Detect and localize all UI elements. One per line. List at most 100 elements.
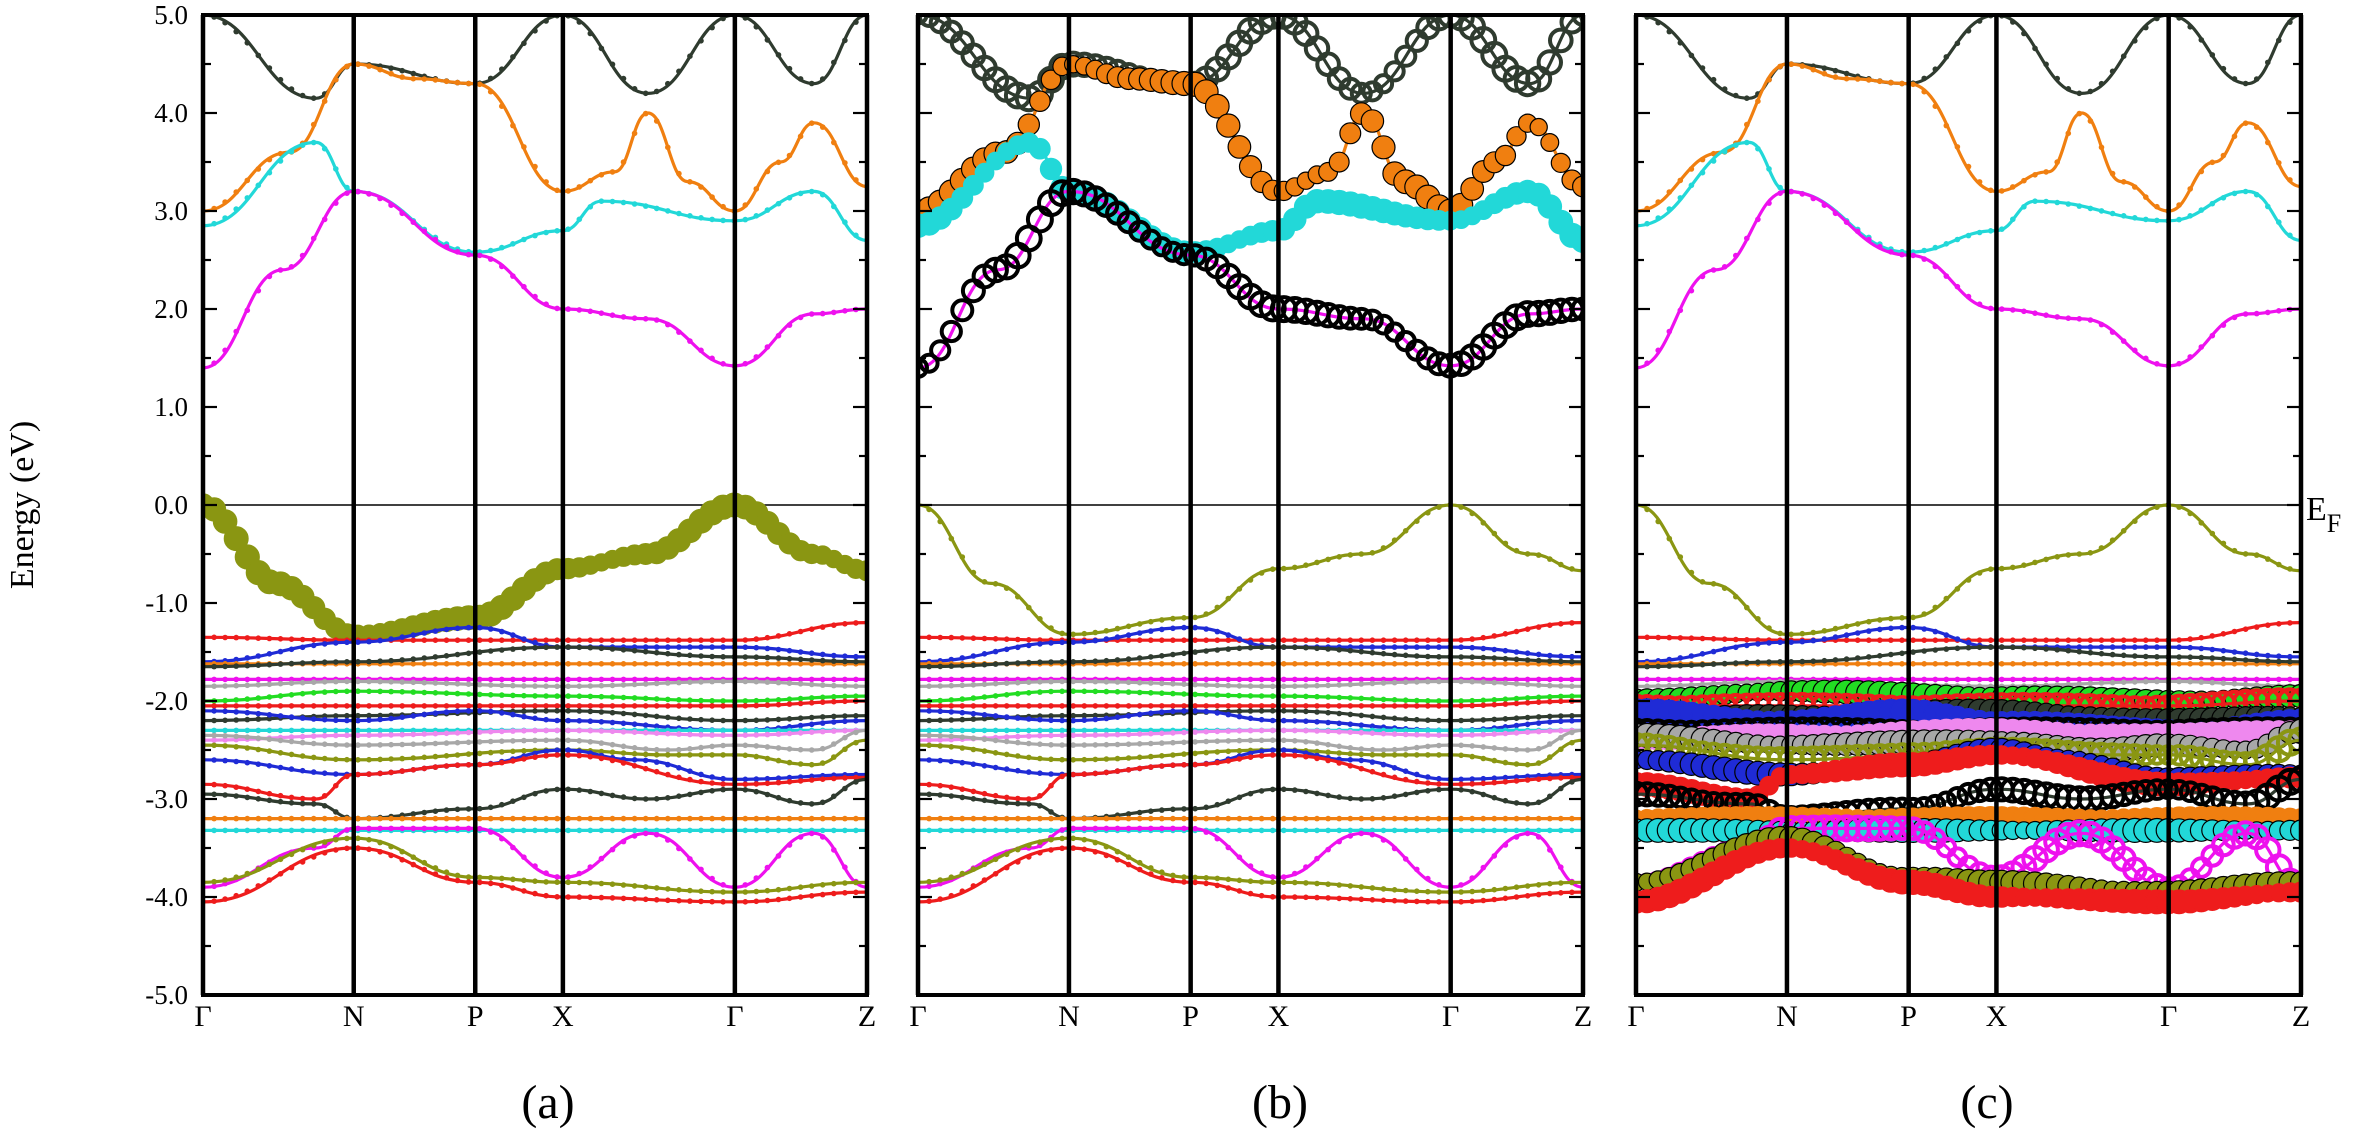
band-marker [543,301,549,308]
band-marker [620,720,627,727]
band-marker [1369,723,1376,729]
band-marker [255,827,262,834]
band-marker [233,717,239,723]
band-marker [1103,843,1110,850]
band-marker [1394,44,1418,68]
band-marker [853,774,859,781]
band-marker [1380,703,1387,709]
band-marker [587,739,594,745]
band-marker [410,70,417,77]
band-marker [1314,827,1320,834]
band-marker [565,879,571,886]
band-marker [1303,753,1309,760]
band-marker [981,681,988,688]
band-marker [1380,827,1387,834]
band-marker [1469,788,1475,795]
band-marker [299,92,306,99]
band-marker [1258,644,1265,651]
band-marker [631,711,638,718]
band-marker [543,879,549,885]
band-marker [1181,751,1187,757]
band-marker [753,732,760,738]
band-marker [1888,625,1894,632]
band-marker [554,305,560,312]
band-marker [1821,70,1828,77]
band-marker [1558,561,1564,568]
band-marker [487,661,494,667]
band-marker [1710,636,1717,642]
band-marker [642,896,649,903]
band-panel-2: Γ N P X Γ Z(b) [909,13,1592,1129]
band-marker [1092,703,1099,709]
band-marker [808,188,815,195]
band-marker [1513,730,1520,736]
band-marker [1733,636,1739,643]
band-marker [665,827,671,834]
band-marker [1391,731,1398,737]
band-marker [981,694,988,700]
band-marker [698,644,704,650]
band-marker [499,835,505,842]
band-marker [2198,645,2205,652]
band-marker [355,659,361,665]
band-marker [2187,24,2193,30]
band-marker [310,659,317,666]
band-marker [1402,776,1409,783]
band-marker [642,830,649,837]
band-marker [1710,267,1717,273]
band-marker [1535,760,1542,766]
band-marker [532,863,538,869]
band-marker [1081,846,1088,853]
band-marker [653,759,660,765]
band-marker [1303,864,1309,870]
band-marker [1436,781,1442,787]
band-marker [598,637,605,643]
band-marker [1203,738,1209,745]
band-marker [1569,676,1575,683]
band-marker [1148,661,1154,667]
band-marker [1999,661,2005,667]
band-marker [1347,745,1354,751]
band-marker [797,815,804,822]
band-marker [937,717,943,724]
band-marker [959,815,966,822]
band-marker [742,661,749,667]
band-marker [1369,644,1376,650]
band-marker [1369,885,1376,891]
band-marker [1766,77,1772,83]
band-marker [1081,717,1088,723]
band-marker [487,749,494,756]
band-marker [1015,636,1021,643]
band-marker [926,742,932,749]
band-marker [831,59,837,66]
band-marker [687,887,693,894]
band-marker [1866,236,1872,243]
band-marker [510,661,516,667]
band-marker [2098,545,2105,551]
band-marker [742,727,749,734]
band-marker [1070,742,1076,748]
band-marker [764,791,771,798]
band-marker [1655,663,1661,670]
band-marker [543,179,549,185]
band-marker [653,831,660,838]
band-marker [753,776,760,782]
band-marker [764,634,771,641]
band-marker [1502,774,1509,781]
band-marker [1292,827,1298,834]
band-marker [981,763,988,769]
band-marker [842,880,848,886]
band-marker [487,703,494,709]
band-marker [244,815,251,822]
band-marker [1766,659,1772,665]
band-marker [1524,747,1531,753]
band-marker [676,845,682,852]
band-marker [543,716,549,723]
band-marker [981,748,988,754]
band-marker [831,676,837,683]
band-marker [819,827,826,834]
band-marker [1502,647,1509,654]
bands [203,15,867,905]
band-line-CB2 [1636,189,2301,370]
band-marker [2120,179,2127,185]
